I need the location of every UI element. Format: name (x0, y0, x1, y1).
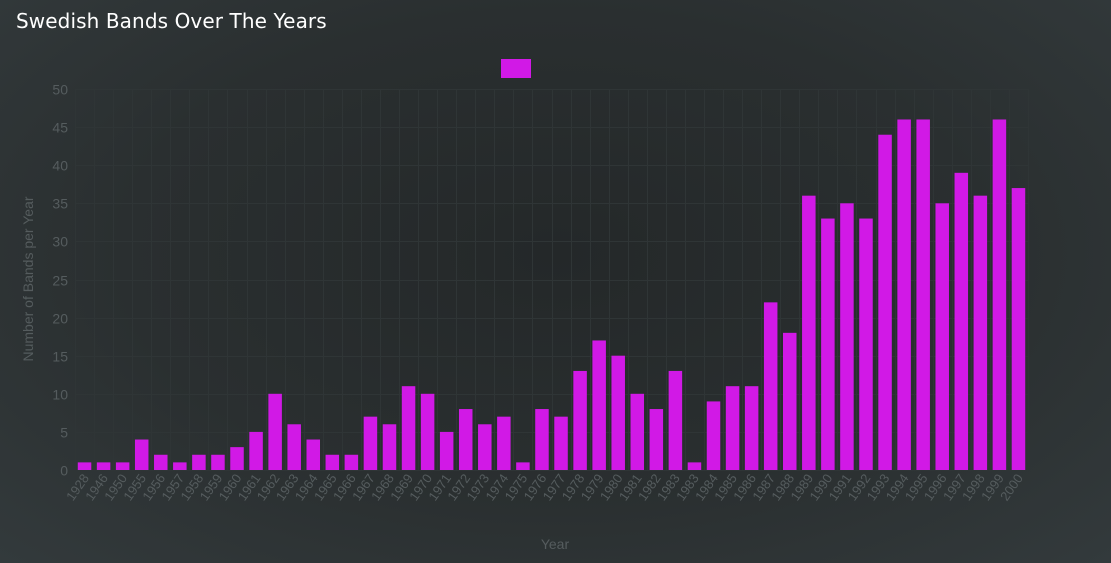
y-tick-label: 0 (60, 463, 68, 479)
bar[interactable] (344, 454, 359, 470)
legend-swatch[interactable] (501, 59, 531, 78)
bar[interactable] (935, 203, 949, 471)
bar[interactable] (420, 393, 435, 470)
bar[interactable] (268, 393, 282, 470)
y-tick-label: 25 (52, 273, 68, 289)
bar[interactable] (154, 454, 168, 470)
y-tick-label: 50 (52, 82, 68, 98)
bar[interactable] (573, 370, 587, 470)
bar[interactable] (744, 386, 759, 470)
y-tick-label: 20 (52, 311, 68, 327)
bars (77, 119, 1026, 471)
bar[interactable] (859, 218, 873, 470)
y-tick-label: 30 (52, 234, 68, 250)
bar[interactable] (649, 409, 664, 470)
bar[interactable] (878, 134, 892, 470)
bar[interactable] (535, 409, 549, 470)
y-tick-label: 40 (52, 158, 68, 174)
page-title: Swedish Bands Over The Years (16, 9, 327, 33)
bar[interactable] (497, 416, 511, 470)
bar[interactable] (554, 416, 568, 470)
bar[interactable] (668, 370, 683, 470)
bar[interactable] (439, 431, 454, 470)
bar[interactable] (802, 195, 816, 470)
y-tick-label: 10 (52, 387, 68, 403)
bar[interactable] (77, 462, 92, 470)
y-axis-title: Number of Bands per Year (20, 196, 36, 361)
bar[interactable] (478, 424, 492, 470)
bar[interactable] (211, 454, 225, 470)
bar[interactable] (230, 447, 244, 470)
bar[interactable] (401, 386, 416, 470)
y-tick-label: 35 (52, 196, 68, 212)
bar[interactable] (249, 431, 263, 470)
bar[interactable] (134, 439, 149, 470)
bar[interactable] (382, 424, 397, 470)
bar[interactable] (763, 302, 778, 470)
bar[interactable] (363, 416, 378, 470)
bar[interactable] (687, 462, 702, 470)
bar[interactable] (973, 195, 988, 470)
bar[interactable] (992, 119, 1007, 470)
x-axis-title: Year (541, 536, 570, 552)
y-tick-label: 15 (52, 349, 68, 365)
y-tick-label: 45 (52, 120, 68, 136)
bar[interactable] (954, 172, 969, 470)
bar[interactable] (706, 401, 721, 470)
bar[interactable] (611, 355, 625, 470)
bar[interactable] (783, 332, 797, 470)
grid-lines (75, 89, 1029, 471)
bar[interactable] (287, 424, 301, 470)
bar[interactable] (1011, 188, 1026, 470)
bar[interactable] (516, 462, 530, 470)
x-axis-ticks: 1928194619501955195619571958195919601961… (63, 471, 1026, 503)
bar[interactable] (96, 462, 111, 470)
bar[interactable] (115, 462, 130, 470)
y-axis-ticks: 0 5 10 15 20 25 30 35 40 45 50 (52, 82, 68, 479)
bar[interactable] (840, 203, 854, 471)
bar[interactable] (192, 454, 206, 470)
bar[interactable] (325, 454, 340, 470)
bar[interactable] (592, 340, 606, 470)
bar[interactable] (173, 462, 187, 470)
bar[interactable] (306, 439, 321, 470)
bar[interactable] (821, 218, 835, 470)
bar[interactable] (458, 409, 473, 470)
bar[interactable] (897, 119, 911, 470)
bar[interactable] (725, 386, 740, 470)
y-tick-label: 5 (60, 425, 68, 441)
bar[interactable] (630, 393, 645, 470)
bar[interactable] (916, 119, 930, 470)
